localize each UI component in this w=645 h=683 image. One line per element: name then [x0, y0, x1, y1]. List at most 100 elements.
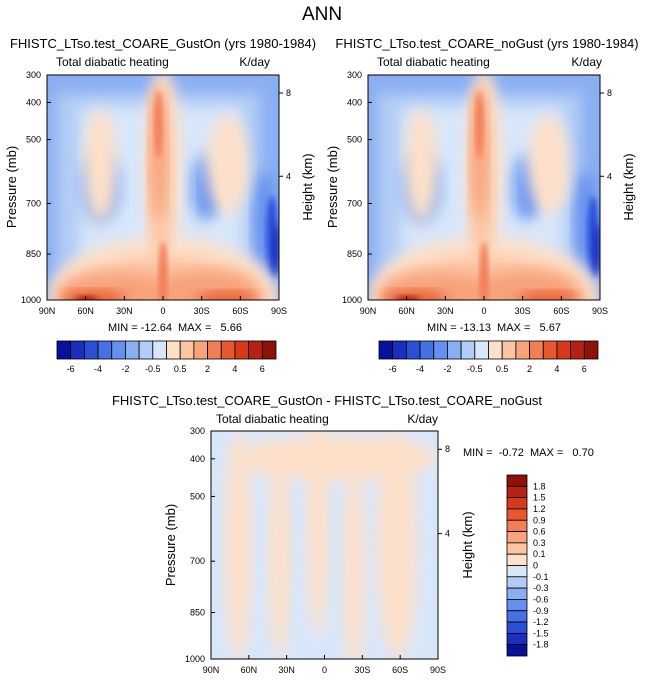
colorbar-swatch [70, 340, 85, 360]
y-tick-label: 700 [26, 198, 41, 208]
field-layers [368, 75, 600, 300]
colorbar-swatch [207, 340, 222, 360]
y-axis-label-right: Height (km) [621, 153, 636, 220]
stats-label: MIN = -12.64 MAX = 5.66 [108, 322, 242, 334]
colorbar-swatch [506, 531, 528, 544]
colorbar-label: -2 [121, 364, 129, 374]
colorbar-swatch [506, 644, 528, 657]
y-axis-label-right: Height (km) [300, 153, 315, 220]
x-tick-label: 30S [515, 306, 531, 316]
field-contour-patch [74, 295, 99, 300]
colorbar-swatch [506, 587, 528, 600]
x-tick-label: 60N [398, 306, 415, 316]
axes: 90N 60N 30N 0 30S 60S 90S 300 400 500 700 850 1000 8 4 [21, 70, 291, 316]
y-right-tick-label: 8 [445, 444, 450, 454]
x-tick-label: 90S [271, 306, 287, 316]
x-tick-label: 60S [392, 665, 408, 675]
variable-label: Total diabatic heating [216, 412, 329, 426]
colorbar-swatch [152, 340, 167, 360]
x-tick-label: 60N [77, 306, 94, 316]
colorbar-label: -2 [443, 364, 451, 374]
colorbar-label: 4 [554, 364, 559, 374]
colorbar-swatch [542, 340, 558, 360]
field-contour-patch [195, 292, 261, 300]
colorbar-label: 1.2 [533, 504, 546, 514]
y-tick-label: 400 [190, 454, 205, 464]
y-tick-label: 500 [347, 135, 362, 145]
y-right-tick-label: 8 [286, 88, 291, 98]
colorbar-label: -6 [67, 364, 75, 374]
y-right-tick-label: 4 [445, 529, 450, 539]
colorbar-label: 0.5 [496, 364, 509, 374]
field-contour-patch [158, 241, 168, 300]
axes: 90N 60N 30N 0 30S 60S 90S 300 400 500 700 850 1000 8 4 [185, 426, 450, 675]
colorbar-label: -1.2 [533, 617, 549, 627]
field-contour-patch [376, 431, 418, 659]
colorbar-swatch [179, 340, 195, 360]
colorbar-label: 0.1 [533, 549, 546, 559]
colorbar-swatch [433, 340, 448, 360]
colorbar-label: 6 [260, 364, 265, 374]
colorbar-swatch [506, 576, 528, 589]
field-contour-patch [528, 115, 570, 215]
colorbar-swatch [515, 340, 530, 360]
y-tick-label: 700 [190, 556, 205, 566]
heatmap-field [47, 75, 279, 300]
panel-no-gust: FHISTC_LTso.test_COARE_noGust (yrs 1980-… [325, 36, 639, 334]
heatmap-field [211, 431, 438, 659]
variable-label: Total diabatic heating [377, 55, 490, 69]
colorbar-label: -0.5 [145, 364, 161, 374]
heatmap-field [368, 75, 600, 300]
y-tick-label: 700 [347, 198, 362, 208]
x-tick-label: 60N [241, 665, 258, 675]
colorbar-label: -0.9 [533, 606, 549, 616]
colorbar-swatch [193, 340, 208, 360]
x-tick-label: 90S [592, 306, 608, 316]
x-tick-label: 90N [39, 306, 56, 316]
field-contour-patch [593, 223, 600, 278]
field-contour-patch [516, 292, 582, 300]
colorbar-swatch [488, 340, 503, 360]
field-contour-patch [342, 465, 366, 659]
colorbar-label: -1.5 [533, 628, 549, 638]
x-tick-label: 90N [360, 306, 377, 316]
colorbar-swatch [125, 340, 140, 360]
x-tick-label: 60S [232, 306, 248, 316]
colorbar-label: -6 [389, 364, 397, 374]
y-axis-label-right: Height (km) [460, 511, 475, 578]
colorbar-swatch [261, 340, 277, 360]
field-contour-patch [233, 435, 438, 482]
colorbar-label: 1.5 [533, 493, 546, 503]
colorbar-label: -0.1 [533, 572, 549, 582]
field-contour-patch [272, 223, 279, 278]
x-tick-label: 30S [194, 306, 210, 316]
colorbar-swatch [506, 474, 528, 487]
field-contour-patch [405, 108, 438, 222]
y-tick-label: 300 [190, 426, 205, 436]
x-tick-label: 60S [553, 306, 569, 316]
colorbar-swatch [501, 340, 517, 360]
x-tick-label: 0 [481, 306, 486, 316]
colorbar-swatch [506, 485, 528, 499]
panel-difference: FHISTC_LTso.test_COARE_GustOn - FHISTC_L… [112, 393, 594, 675]
colorbar-label: 1.8 [533, 481, 546, 491]
x-tick-label: 30N [437, 306, 454, 316]
x-tick-label: 90S [430, 665, 446, 675]
y-right-tick-label: 8 [607, 88, 612, 98]
panel-title: FHISTC_LTso.test_COARE_noGust (yrs 1980-… [335, 36, 638, 51]
field-contour-patch [479, 241, 489, 300]
y-axis-label: Pressure (mb) [4, 146, 19, 228]
field-contour-patch [84, 108, 117, 222]
colorbar-label: -0.3 [533, 583, 549, 593]
page-title: ANN [302, 4, 342, 25]
y-right-tick-label: 4 [286, 171, 291, 181]
colorbar-label: 0.9 [533, 515, 546, 525]
colorbar-swatch [378, 340, 394, 360]
colorbar-label: -4 [416, 364, 424, 374]
variable-label: Total diabatic heating [56, 55, 169, 69]
colorbar-label: 0.6 [533, 527, 546, 537]
field-contour-patch [207, 115, 249, 215]
field-contour-patch [475, 90, 484, 159]
y-axis-label: Pressure (mb) [325, 146, 340, 228]
